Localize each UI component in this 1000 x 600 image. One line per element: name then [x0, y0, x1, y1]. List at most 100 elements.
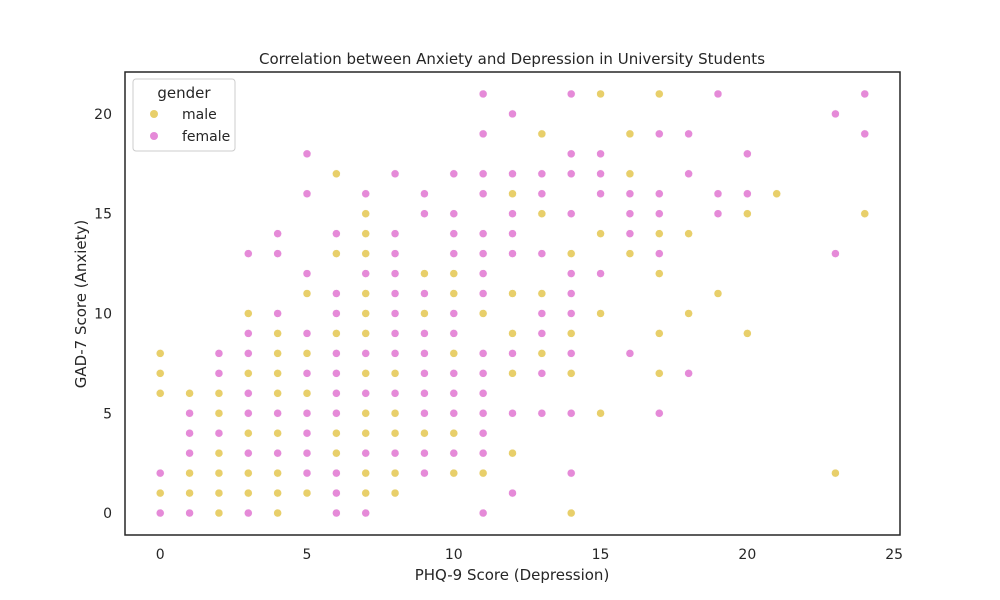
data-point-female [273, 309, 282, 318]
data-point-male [537, 289, 547, 298]
y-tick-label: 0 [103, 506, 112, 522]
data-point-female [449, 229, 459, 238]
data-point-male [155, 349, 165, 358]
data-point-male [508, 189, 517, 198]
data-point-female [478, 129, 488, 139]
data-point-female [332, 309, 341, 318]
data-point-male [684, 229, 693, 238]
data-point-female [566, 468, 576, 478]
data-point-female [244, 329, 253, 338]
data-point-female [508, 349, 517, 358]
data-point-female [332, 289, 341, 298]
data-point-male [302, 488, 312, 498]
data-point-female [684, 129, 693, 139]
data-point-female [655, 409, 664, 418]
data-point-female [566, 169, 576, 179]
data-point-female [332, 389, 341, 398]
data-point-female [655, 129, 664, 139]
data-point-female [390, 229, 400, 238]
data-point-female [273, 448, 282, 458]
data-point-male [596, 309, 605, 318]
data-point-male [273, 329, 282, 338]
data-point-male [566, 508, 576, 518]
data-point-female [478, 169, 488, 179]
data-point-male [332, 169, 341, 179]
data-point-female [273, 249, 282, 258]
data-point-male [508, 448, 517, 458]
data-point-male [214, 448, 224, 458]
data-point-female [361, 389, 370, 398]
data-point-male [332, 249, 341, 258]
data-point-female [478, 389, 488, 398]
data-point-female [302, 369, 312, 378]
data-point-female [537, 249, 547, 258]
data-point-male [185, 488, 194, 498]
data-point-male [684, 309, 693, 318]
data-point-female [420, 349, 429, 358]
points-layer [155, 89, 870, 518]
data-point-male [743, 329, 752, 338]
data-point-female [302, 468, 312, 478]
data-point-male [478, 309, 488, 318]
data-point-male [361, 409, 370, 418]
data-point-male [214, 468, 224, 478]
data-point-female [420, 448, 429, 458]
data-point-female [244, 409, 253, 418]
data-point-female [273, 229, 282, 238]
data-point-male [655, 229, 664, 238]
data-point-male [273, 349, 282, 358]
y-tick-label: 5 [103, 406, 112, 422]
data-point-female [478, 249, 488, 258]
data-point-male [361, 488, 370, 498]
data-point-female [244, 249, 253, 258]
data-point-female [831, 249, 840, 258]
data-point-male [831, 468, 840, 478]
data-point-female [566, 209, 576, 218]
data-point-female [332, 229, 341, 238]
x-tick-label: 25 [885, 547, 903, 563]
data-point-female [361, 448, 370, 458]
data-point-male [244, 369, 253, 378]
data-point-male [420, 269, 429, 278]
plot-area [124, 71, 901, 536]
x-axis: 0 5 10 15 20 25 [156, 547, 903, 563]
data-point-female [390, 269, 400, 278]
data-point-female [302, 269, 312, 278]
data-point-female [302, 329, 312, 338]
data-point-female [625, 349, 635, 358]
data-point-male [361, 369, 370, 378]
legend-box [132, 78, 236, 152]
data-point-male [390, 488, 400, 498]
data-point-female [302, 149, 312, 159]
data-point-female [860, 129, 870, 139]
data-point-female [508, 169, 517, 179]
data-point-female [684, 169, 693, 179]
data-point-male [185, 389, 194, 398]
y-tick-label: 20 [94, 107, 112, 123]
data-point-male [244, 468, 253, 478]
y-tick-label: 15 [94, 207, 112, 223]
data-point-female [420, 189, 429, 198]
legend-label-male: male [182, 107, 217, 123]
data-point-female [420, 329, 429, 338]
data-point-female [566, 89, 576, 99]
legend-marker-male [150, 110, 158, 118]
y-axis: 0 5 10 15 20 [94, 107, 112, 522]
data-point-female [244, 508, 253, 518]
data-point-male [390, 428, 400, 438]
data-point-male [390, 468, 400, 478]
data-point-female [390, 349, 400, 358]
data-point-male [655, 269, 664, 278]
data-point-male [566, 329, 576, 338]
data-point-female [302, 428, 312, 438]
data-point-male [244, 428, 253, 438]
data-point-male [244, 309, 253, 318]
data-point-male [361, 329, 370, 338]
data-point-female [566, 149, 576, 159]
data-point-male [625, 249, 635, 258]
data-point-female [214, 349, 224, 358]
data-point-female [390, 329, 400, 338]
data-point-male [273, 428, 282, 438]
data-point-male [508, 329, 517, 338]
data-point-female [478, 369, 488, 378]
